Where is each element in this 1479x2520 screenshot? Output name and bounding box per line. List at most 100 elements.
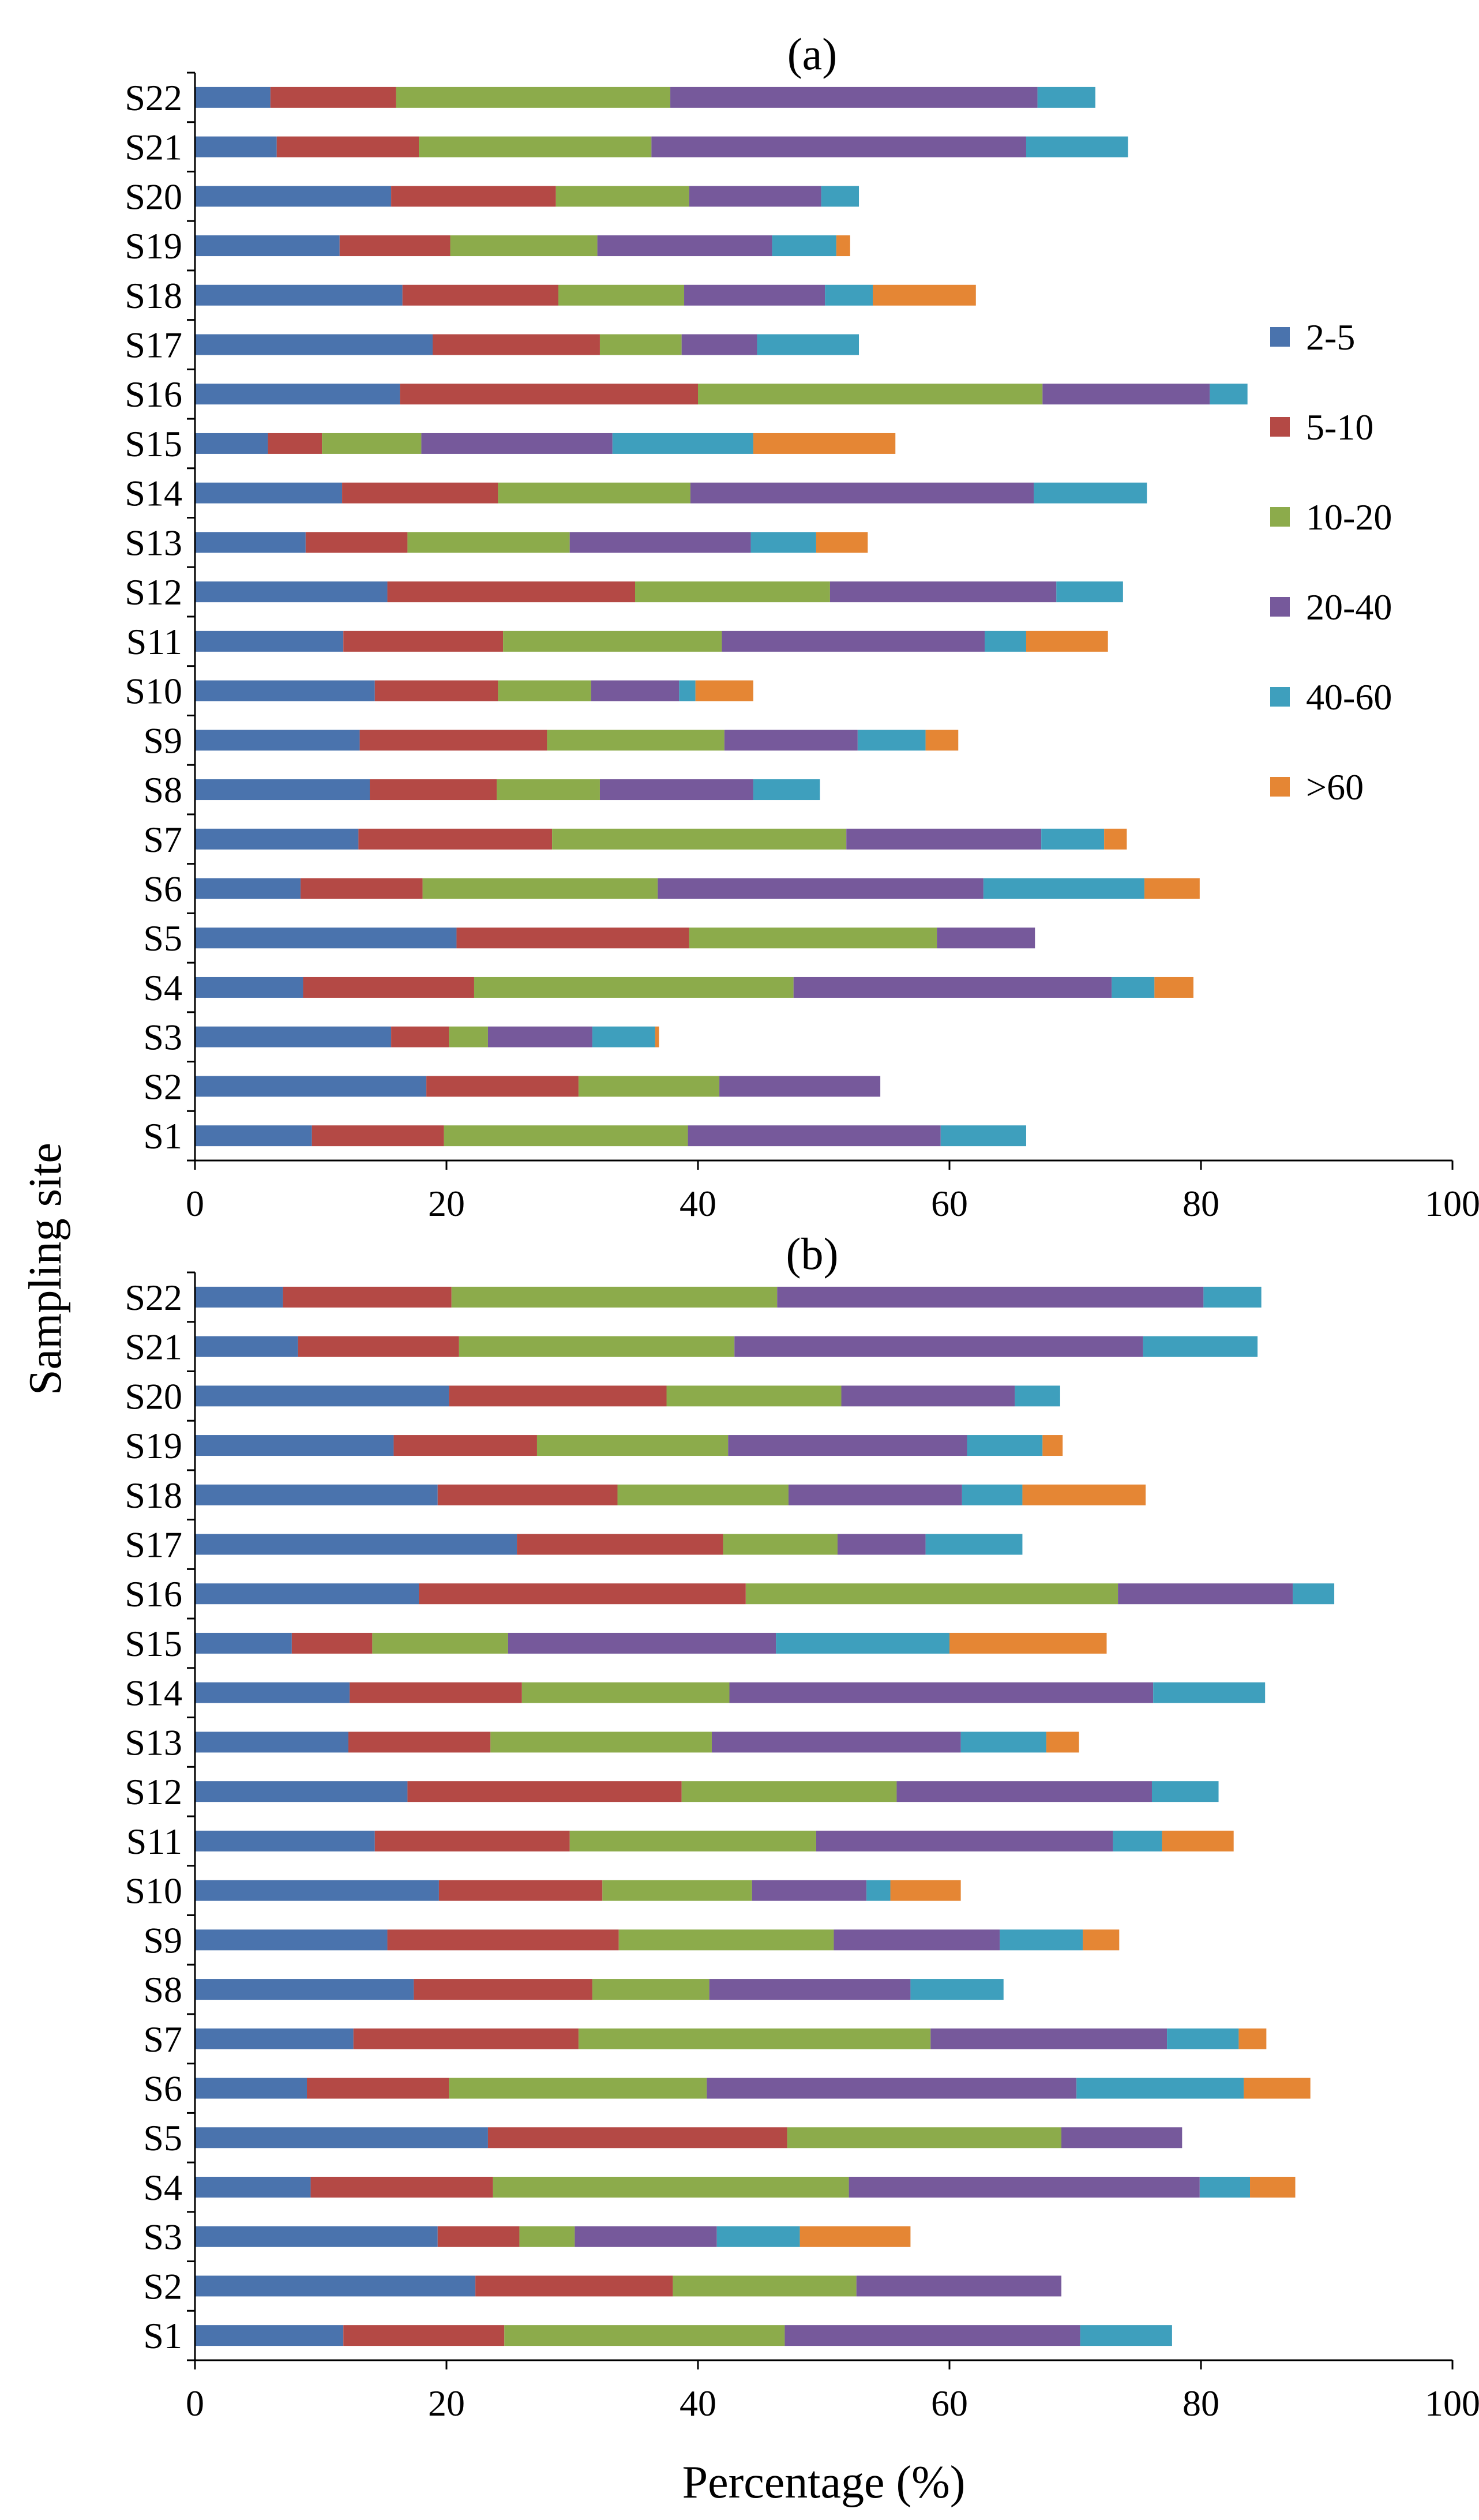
bar-segment — [195, 1534, 517, 1555]
bar-segment — [578, 1076, 720, 1097]
bar-segment — [1143, 1336, 1258, 1357]
y-tick-label: S2 — [143, 2266, 182, 2307]
bar-segment — [358, 828, 553, 850]
bar-segment — [407, 1781, 682, 1802]
bar-segment — [449, 2078, 707, 2099]
bar-segment — [651, 136, 1026, 157]
bar-segment — [698, 384, 1043, 405]
bar-segment — [1026, 630, 1108, 652]
bar-segment — [788, 1484, 962, 1505]
bar-segment — [776, 1632, 949, 1654]
bar-segment — [508, 1632, 776, 1654]
bar-segment — [1046, 1732, 1079, 1753]
y-tick-label: S8 — [143, 1969, 182, 2010]
bar-segment — [195, 2176, 311, 2198]
bar-segment — [393, 1435, 537, 1456]
y-tick-label: S5 — [143, 918, 182, 959]
bar-segment — [310, 2176, 493, 2198]
bar-segment — [497, 779, 600, 801]
bar-segment — [422, 878, 658, 899]
bar-segment — [195, 1286, 283, 1308]
legend-label: >60 — [1306, 767, 1364, 808]
bar-segment — [1154, 977, 1193, 998]
bar-segment — [521, 1682, 730, 1703]
bar-segment — [426, 1076, 579, 1097]
y-tick-label: S7 — [143, 819, 182, 860]
bar-segment — [1118, 1583, 1293, 1605]
bar-segment — [1199, 2176, 1251, 2198]
y-tick-label: S10 — [125, 1871, 182, 1911]
y-tick-label: S22 — [125, 1277, 182, 1318]
y-tick-label: S8 — [143, 769, 182, 810]
bar-segment — [195, 433, 268, 454]
legend-label: 2-5 — [1306, 317, 1355, 358]
bar-segment — [195, 680, 375, 701]
bar-segment — [195, 136, 277, 157]
bar-segment — [612, 433, 753, 454]
bar-segment — [829, 581, 1057, 603]
bar-segment — [599, 779, 753, 801]
bar-segment — [498, 680, 591, 701]
bar-segment — [684, 284, 825, 306]
y-tick-label: S18 — [125, 1475, 182, 1516]
bar-segment — [195, 1830, 375, 1851]
bar-segment — [195, 482, 343, 504]
legend-swatch — [1270, 777, 1290, 797]
bar-segment — [490, 1732, 712, 1753]
bar-segment — [821, 186, 859, 207]
y-tick-label: S3 — [143, 2217, 182, 2258]
bar-segment — [195, 2226, 438, 2247]
bar-segment — [433, 334, 600, 355]
bar-segment — [949, 1632, 1107, 1654]
bar-segment — [343, 2325, 505, 2346]
bar-segment — [1042, 1435, 1063, 1456]
bar-segment — [772, 235, 836, 257]
y-tick-label: S10 — [125, 671, 182, 712]
legend-label: 5-10 — [1306, 407, 1373, 448]
bar-segment — [1238, 2028, 1267, 2049]
y-tick-label: S22 — [125, 77, 182, 118]
bar-segment — [370, 779, 497, 801]
bar-segment — [1153, 1682, 1266, 1703]
bar-segment — [339, 235, 451, 257]
x-tick-label: 80 — [1183, 2383, 1219, 2424]
bar-segment — [711, 1732, 961, 1753]
y-axis-title: Sampling site — [20, 1143, 71, 1395]
bar-segment — [195, 779, 370, 801]
y-tick-label: S7 — [143, 2019, 182, 2060]
bar-segment — [450, 235, 598, 257]
bar-segment — [503, 630, 722, 652]
bar-segment — [940, 1125, 1026, 1147]
bar-segment — [856, 2275, 1062, 2297]
x-tick-label: 20 — [428, 2383, 465, 2424]
bar-segment — [374, 680, 498, 701]
bar-segment — [195, 2325, 344, 2346]
bar-segment — [342, 482, 498, 504]
y-tick-label: S4 — [143, 967, 182, 1008]
bar-segment — [1210, 384, 1248, 405]
bar-segment — [374, 1830, 570, 1851]
y-tick-label: S21 — [125, 1327, 182, 1368]
bar-segment — [276, 136, 419, 157]
bar-segment — [873, 284, 976, 306]
bar-segment — [750, 532, 816, 553]
bar-segment — [1061, 2127, 1183, 2149]
x-tick-label: 40 — [680, 2383, 716, 2424]
bar-segment — [283, 1286, 452, 1308]
bar-segment — [592, 1026, 655, 1047]
bar-segment — [195, 2028, 354, 2049]
bar-segment — [569, 532, 751, 553]
bar-segment — [930, 2028, 1168, 2049]
legend: 2-5 5-10 10-20 20-40 40-60 >60 — [1270, 317, 1392, 808]
bar-segment — [724, 730, 858, 751]
bar-segment — [195, 581, 388, 603]
y-tick-label: S16 — [125, 1573, 182, 1614]
y-tick-label: S18 — [125, 275, 182, 316]
x-tick-label: 20 — [428, 1183, 465, 1224]
bar-segment — [555, 186, 689, 207]
y-tick-label: S13 — [125, 522, 182, 563]
bar-segment — [195, 2078, 307, 2099]
bar-segment — [816, 532, 868, 553]
bar-segment — [396, 87, 671, 108]
